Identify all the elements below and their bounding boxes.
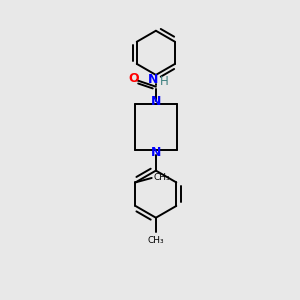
Text: O: O (128, 72, 139, 85)
Text: N: N (148, 73, 158, 85)
Text: CH₃: CH₃ (148, 236, 164, 245)
Text: H: H (160, 75, 169, 88)
Text: N: N (151, 95, 161, 108)
Text: N: N (151, 146, 161, 159)
Text: CH₃: CH₃ (153, 172, 170, 182)
